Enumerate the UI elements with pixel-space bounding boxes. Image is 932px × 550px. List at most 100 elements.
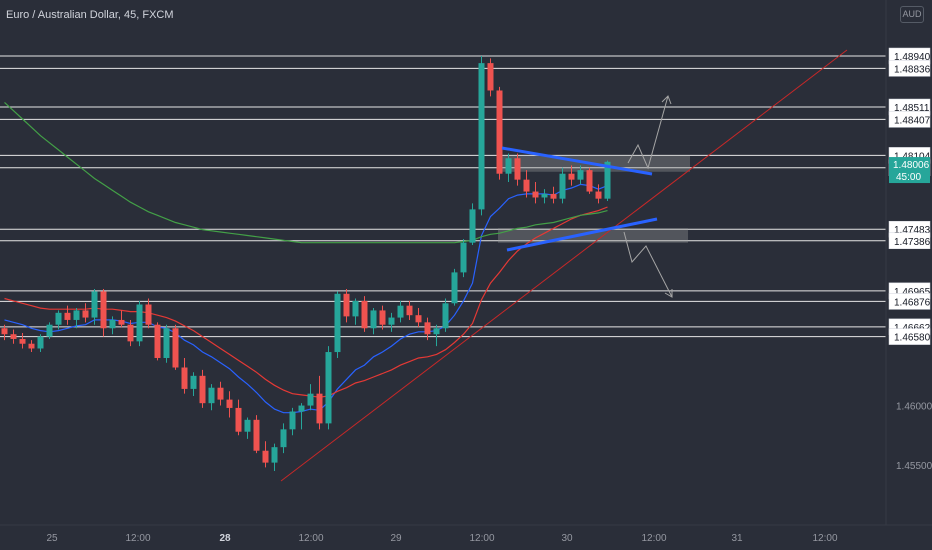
candle-body bbox=[244, 419, 251, 432]
candle-body bbox=[586, 170, 593, 192]
x-tick-label: 12:00 bbox=[641, 533, 666, 544]
price-level-tag bbox=[888, 111, 931, 128]
candle-body bbox=[577, 170, 584, 180]
price-level-label: 1.48407 bbox=[894, 115, 931, 126]
candle-body bbox=[91, 291, 98, 318]
candle-body bbox=[532, 191, 539, 198]
channel-lower-line bbox=[506, 217, 658, 252]
x-tick-label: 12:00 bbox=[298, 533, 323, 544]
candle-body bbox=[388, 317, 395, 325]
candle-body bbox=[298, 405, 305, 412]
channel-upper-line bbox=[501, 146, 653, 176]
candle-body bbox=[145, 304, 152, 325]
candle-body bbox=[28, 343, 35, 349]
candle-body bbox=[217, 387, 224, 400]
candle-body bbox=[19, 338, 26, 344]
candle-body bbox=[559, 173, 566, 199]
x-tick-label: 28 bbox=[219, 533, 231, 544]
x-tick-label: 12:00 bbox=[469, 533, 494, 544]
candle-body bbox=[154, 324, 161, 358]
arrow-down-icon bbox=[664, 289, 673, 298]
candle-body bbox=[316, 393, 323, 424]
currency-button[interactable]: AUD bbox=[900, 6, 924, 23]
candle-body bbox=[73, 310, 80, 320]
y-tick-label: 1.45500 bbox=[896, 461, 932, 472]
x-tick-label: 12:00 bbox=[125, 533, 150, 544]
candle-body bbox=[442, 303, 449, 329]
candle-body bbox=[307, 393, 314, 406]
candle-body bbox=[424, 322, 431, 335]
candle-body bbox=[397, 305, 404, 318]
moving-average-line bbox=[4, 101, 608, 244]
candle-body bbox=[163, 328, 170, 358]
candle-body bbox=[136, 304, 143, 342]
candle-body bbox=[82, 310, 89, 318]
candle-body bbox=[550, 193, 557, 199]
price-level-tag bbox=[888, 328, 931, 345]
candle-body bbox=[208, 387, 215, 404]
price-level-label: 1.48836 bbox=[894, 64, 931, 75]
candle-body bbox=[379, 310, 386, 325]
candle-body bbox=[343, 293, 350, 317]
candle-body bbox=[487, 63, 494, 91]
candle-body bbox=[10, 334, 17, 339]
candle-body bbox=[1, 328, 8, 335]
price-level-label: 1.48104 bbox=[894, 151, 931, 162]
candle-body bbox=[604, 161, 611, 199]
candle-body bbox=[253, 419, 260, 451]
arrow-up-icon bbox=[661, 95, 672, 105]
candle-body bbox=[46, 324, 53, 337]
candle-body bbox=[361, 300, 368, 329]
candle-body bbox=[325, 352, 332, 424]
candle-body bbox=[64, 312, 71, 320]
candle-body bbox=[55, 312, 62, 325]
candle-body bbox=[118, 319, 125, 325]
candle-body bbox=[280, 429, 287, 448]
candle-body bbox=[370, 310, 377, 329]
x-tick-label: 25 bbox=[46, 533, 58, 544]
candle-body bbox=[199, 375, 206, 404]
price-level-label: 1.48940 bbox=[894, 52, 931, 63]
price-level-tag bbox=[888, 293, 931, 310]
candle-body bbox=[100, 291, 107, 329]
projection-up-path bbox=[627, 95, 669, 170]
candle-body bbox=[271, 447, 278, 463]
candle-body bbox=[433, 328, 440, 335]
candle-body bbox=[352, 300, 359, 317]
candle-body bbox=[460, 242, 467, 273]
price-level-label: 1.46876 bbox=[894, 297, 931, 308]
candle-body bbox=[415, 315, 422, 323]
candle-body bbox=[469, 209, 476, 243]
candle-body bbox=[190, 375, 197, 389]
symbol-title: Euro / Australian Dollar, 45, FXCM bbox=[6, 9, 174, 21]
price-level-label: 1.47483 bbox=[894, 225, 931, 236]
candle-body bbox=[541, 193, 548, 198]
candle-body bbox=[505, 158, 512, 174]
price-level-label: 1.46965 bbox=[894, 287, 931, 298]
current-price-value: 1.48006 bbox=[893, 160, 930, 171]
candle-body bbox=[451, 272, 458, 304]
bar-countdown: 45:00 bbox=[896, 172, 921, 183]
candle-body bbox=[262, 450, 269, 463]
candle-body bbox=[478, 63, 485, 210]
price-level-label: 1.48511 bbox=[894, 103, 930, 114]
price-level-label: 1.46580 bbox=[894, 333, 931, 344]
current-price-badge bbox=[889, 157, 930, 184]
candle-body bbox=[109, 319, 116, 329]
candle-body bbox=[334, 293, 341, 353]
price-level-tag bbox=[888, 232, 931, 250]
candle-body bbox=[406, 305, 413, 316]
x-tick-label: 30 bbox=[561, 533, 573, 544]
candle-body bbox=[127, 324, 134, 342]
price-level-tag bbox=[888, 60, 931, 77]
candle-body bbox=[289, 411, 296, 430]
candle-body bbox=[181, 367, 188, 389]
candle-body bbox=[568, 173, 575, 180]
candle-body bbox=[235, 407, 242, 432]
candle-body bbox=[226, 399, 233, 408]
candle-body bbox=[523, 179, 530, 192]
support-zone bbox=[498, 228, 688, 243]
